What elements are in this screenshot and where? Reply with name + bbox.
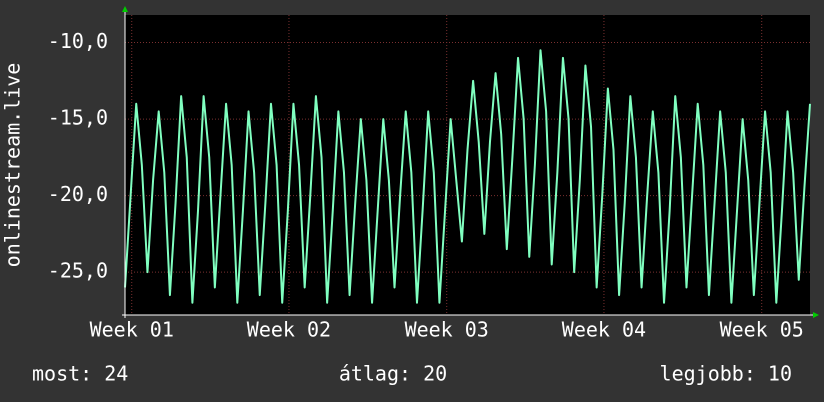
y-tick-label: -20,0 [48, 182, 108, 206]
plot [124, 49, 811, 304]
axis-arrow [813, 312, 819, 318]
x-tick-label: Week 05 [720, 318, 804, 342]
y-tick-label: -10,0 [48, 29, 108, 53]
stat: átlag: 20 [339, 362, 447, 386]
data-line [124, 49, 811, 304]
y-tick-label: -15,0 [48, 106, 108, 130]
y-axis-label: onlinestream.live [1, 63, 25, 268]
x-tick-label: Week 03 [405, 318, 489, 342]
x-tick-label: Week 01 [90, 318, 174, 342]
stat: legjobb: 10 [660, 362, 792, 386]
x-tick-label: Week 04 [562, 318, 646, 342]
x-tick-label: Week 02 [247, 318, 331, 342]
y-tick-label: -25,0 [48, 259, 108, 283]
stat: most: 24 [32, 362, 128, 386]
axis-arrow [122, 6, 128, 12]
